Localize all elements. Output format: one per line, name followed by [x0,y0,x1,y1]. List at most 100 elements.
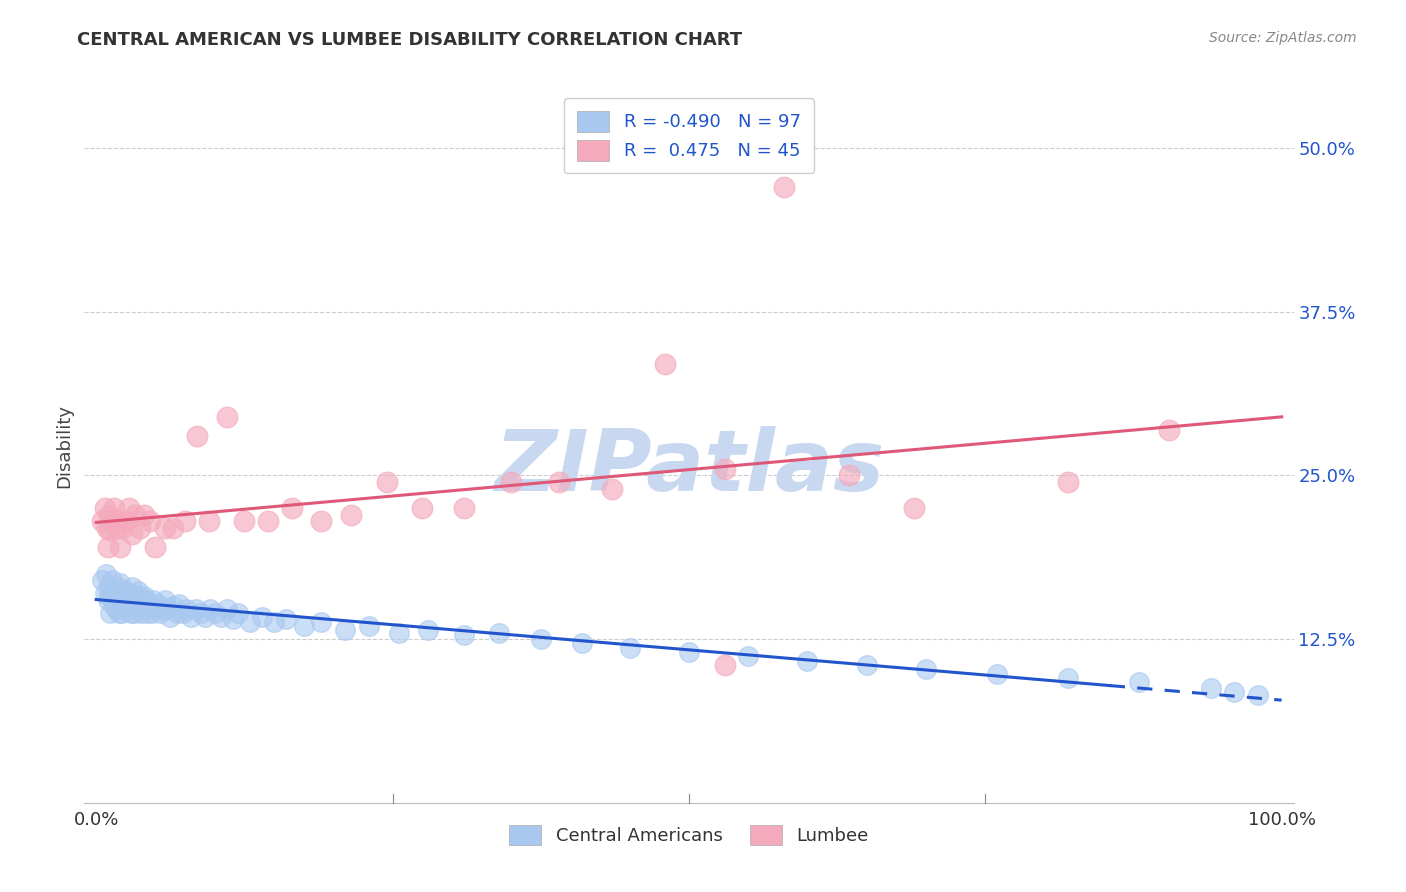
Point [274,612,297,626]
Point [114,597,136,611]
Point [121,589,143,603]
Point [257,514,280,528]
Point [1057,672,1080,686]
Point [115,514,138,528]
Point [1223,684,1246,698]
Point [411,501,433,516]
Point [838,468,860,483]
Point [100,524,122,538]
Point [138,514,160,528]
Point [91,514,114,528]
Point [547,475,569,489]
Point [108,541,131,555]
Point [619,641,641,656]
Point [97,592,120,607]
Point [115,602,138,616]
Point [1128,675,1150,690]
Point [132,508,155,522]
Point [94,566,117,581]
Point [111,583,134,598]
Point [233,514,256,528]
Point [101,583,124,598]
Point [530,632,553,647]
Point [571,636,593,650]
Point [198,602,221,616]
Text: CENTRAL AMERICAN VS LUMBEE DISABILITY CORRELATION CHART: CENTRAL AMERICAN VS LUMBEE DISABILITY CO… [77,31,742,49]
Point [128,602,150,616]
Point [129,521,152,535]
Point [127,583,149,598]
Point [311,615,333,629]
Point [453,628,475,642]
Point [142,592,165,607]
Point [112,589,135,603]
Legend: Central Americans, Lumbee: Central Americans, Lumbee [496,812,882,858]
Point [125,602,148,616]
Point [1057,475,1080,489]
Point [111,521,134,535]
Point [97,580,120,594]
Point [122,606,145,620]
Point [110,595,132,609]
Point [98,508,121,522]
Point [713,462,735,476]
Point [105,521,128,535]
Point [145,541,167,555]
Point [107,589,129,603]
Point [292,619,315,633]
Point [418,623,440,637]
Point [91,573,114,587]
Point [180,610,202,624]
Point [488,625,510,640]
Point [146,597,169,611]
Point [228,606,250,620]
Point [453,501,475,516]
Point [138,599,160,614]
Point [855,658,877,673]
Point [311,514,333,528]
Point [172,606,194,620]
Point [107,606,129,620]
Point [120,606,142,620]
Point [186,429,208,443]
Point [654,357,676,371]
Point [501,475,523,489]
Point [111,606,134,620]
Point [108,586,131,600]
Point [93,501,115,516]
Point [141,606,163,620]
Point [156,602,179,616]
Point [239,615,262,629]
Point [215,409,238,424]
Point [135,592,157,607]
Point [387,625,409,640]
Point [375,475,398,489]
Point [152,602,174,616]
Point [105,602,128,616]
Point [145,602,167,616]
Point [713,658,735,673]
Point [118,597,141,611]
Point [124,508,146,522]
Point [136,606,159,620]
Point [167,597,190,611]
Point [134,602,156,616]
Point [132,589,155,603]
Text: ZIPatlas: ZIPatlas [494,425,884,509]
Point [281,501,304,516]
Point [1247,689,1270,703]
Point [103,599,125,614]
Point [100,573,122,587]
Point [153,521,176,535]
Point [131,597,153,611]
Point [129,592,152,607]
Point [104,592,127,607]
Point [162,599,184,614]
Point [600,482,623,496]
Point [153,592,176,607]
Point [184,602,207,616]
Point [340,508,363,522]
Point [115,583,138,598]
Point [127,589,149,603]
Point [103,586,125,600]
